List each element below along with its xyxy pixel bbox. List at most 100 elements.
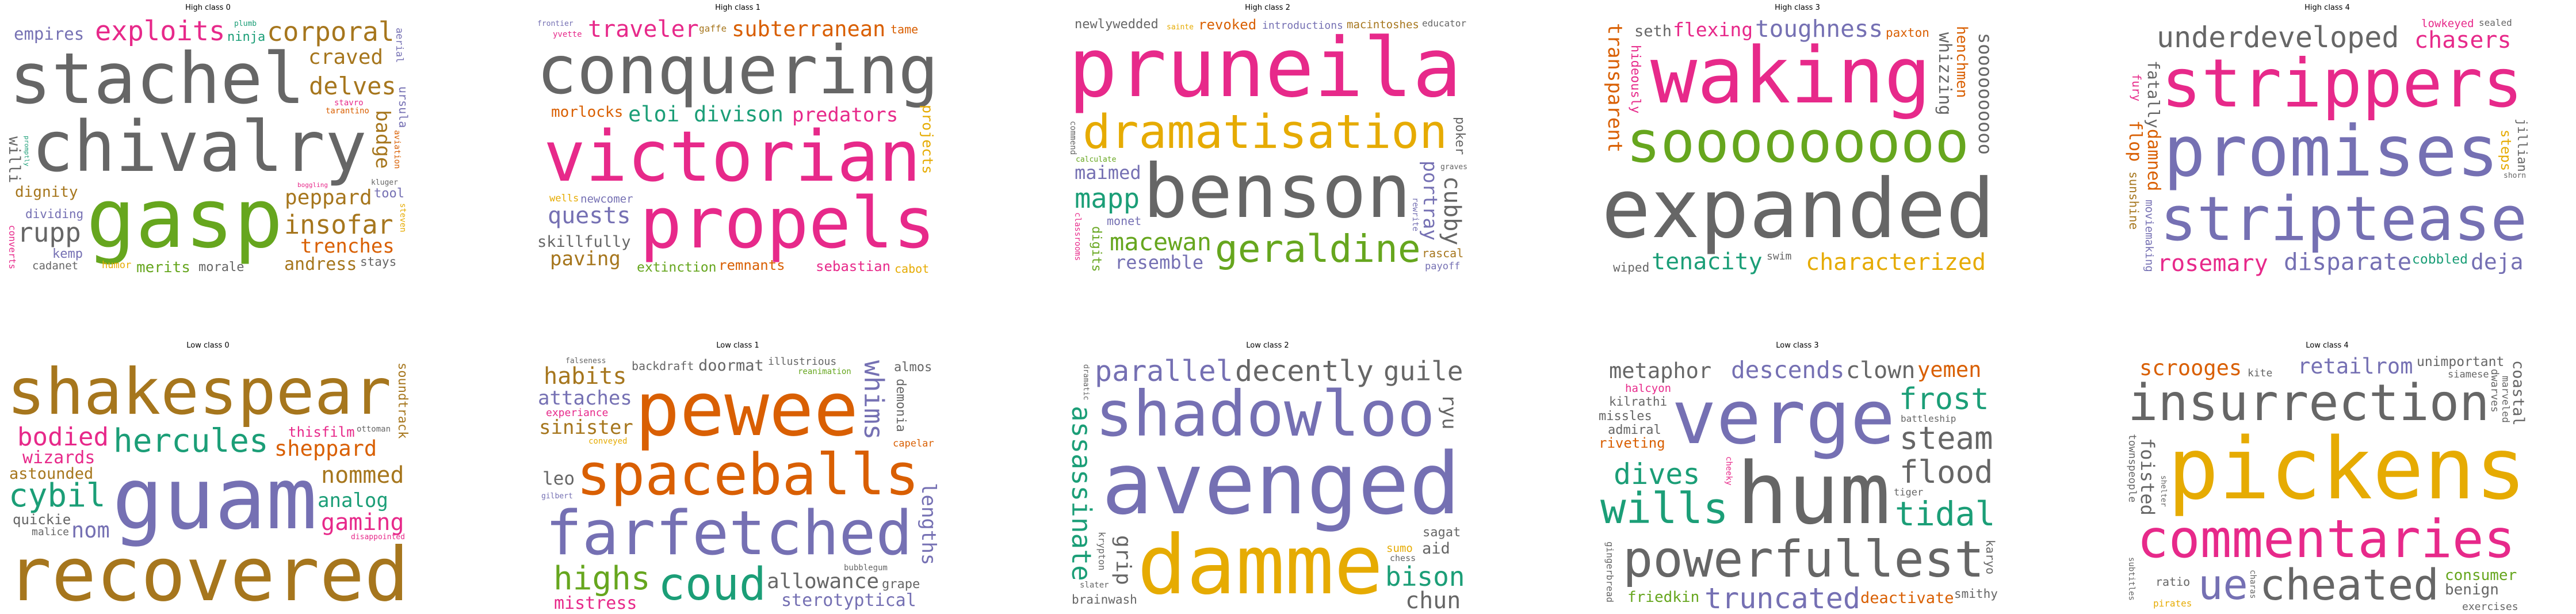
wordcloud-panel: Low class 3 hum powerfullest verge wills floo… [1595, 341, 2000, 614]
word-paving: paving [550, 247, 621, 271]
word-sunshine: sunshine [2126, 171, 2141, 230]
word-friedkin: friedkin [1627, 588, 1700, 606]
word-disparate: disparate [2284, 247, 2412, 276]
word-kilrathi: kilrathi [1609, 394, 1668, 409]
word-promises: promises [2164, 110, 2499, 192]
word-trenches: trenches [300, 235, 395, 258]
word-portray: portray [1419, 161, 1442, 241]
word-cubby: cubby [1439, 176, 1465, 246]
panel-title: Low class 0 [186, 341, 230, 350]
wordcloud: victorian conquering propels traveler quests… [536, 17, 940, 276]
panel-title: Low class 4 [2306, 341, 2349, 350]
word-insofar: insofar [284, 209, 393, 240]
word-kluger: kluger [371, 178, 398, 188]
word-flood: flood [1899, 454, 1993, 491]
word-transparent: transparent [1603, 23, 1627, 153]
word-aid: aid [1422, 539, 1450, 558]
word-wills: wills [1600, 484, 1729, 534]
word-extinction: extinction [637, 260, 717, 275]
wordcloud-panel: High class 2 dramatisation pruneila benson g… [1065, 3, 1470, 276]
word-foisted: foisted [2137, 438, 2159, 516]
word-sterotyptical: sterotyptical [781, 590, 916, 611]
word-powerfullest: powerfullest [1623, 529, 1985, 589]
word-shadowloo: shadowloo [1095, 377, 1435, 451]
wordcloud: pickens commentaries insurrection cheated re… [2125, 355, 2529, 614]
word-habits: habits [544, 363, 627, 390]
word-resemble: resemble [1115, 251, 1204, 274]
word-promptly: promptly [23, 136, 31, 166]
word-skillfully: skillfully [537, 232, 631, 251]
word-leo: leo [542, 468, 575, 490]
word-henchmen: henchmen [1952, 26, 1970, 98]
word-eloi: eloi [628, 102, 680, 127]
word-halcyon: halcyon [1625, 382, 1672, 395]
word-lowkeyed: lowkeyed [2421, 17, 2474, 30]
word-andress: andress [284, 254, 357, 274]
word-steven: steven [398, 203, 408, 232]
word-pickens: pickens [2168, 419, 2527, 518]
word-disappointed: disappointed [351, 533, 405, 542]
word-verge: verge [1672, 374, 1895, 461]
word-deja: deja [2471, 249, 2524, 275]
word-ninja: ninja [227, 29, 266, 44]
word-cybil: cybil [9, 477, 106, 515]
word-grape: grape [882, 577, 920, 592]
word-willi: willi [6, 136, 23, 184]
wordcloud-panel: Low class 0 guam shakespear recovered hercul… [6, 341, 410, 614]
word-reanimation: reanimation [798, 367, 851, 377]
word-coastal: coastal [2509, 360, 2527, 426]
word-dignity: dignity [15, 183, 78, 201]
word-scrooges: scrooges [2139, 356, 2242, 381]
word-almos: almos [894, 360, 932, 375]
word-rewrite: rewrite [1411, 197, 1420, 232]
word-commentaries: commentaries [2137, 509, 2516, 570]
word-swim: swim [1767, 250, 1792, 263]
word-maimed: maimed [1075, 162, 1141, 184]
word-morale: morale [198, 260, 244, 274]
word-bubblegum: bubblegum [844, 563, 888, 573]
word-cheated: cheated [2260, 560, 2439, 611]
panel-title: High class 4 [2304, 3, 2350, 12]
word-nom: nom [71, 518, 110, 543]
word-coud: coud [658, 559, 766, 611]
word-ryu: ryu [1438, 394, 1461, 430]
word-malice: malice [32, 526, 70, 539]
word-sealed: sealed [2479, 17, 2512, 29]
word-descends: descends [1731, 356, 1845, 384]
word-commend: commend [1068, 121, 1078, 155]
word-tool: tool [374, 186, 404, 201]
word-underdeveloped: underdeveloped [2157, 20, 2399, 54]
word-illustrious: illustrious [768, 356, 837, 368]
word-whims: whims [858, 360, 889, 440]
word-traveler: traveler [588, 17, 699, 43]
word-rascal: rascal [1422, 246, 1464, 260]
wordcloud: dramatisation pruneila benson geraldine mace… [1065, 17, 1470, 276]
word-macintoshes: macintoshes [1347, 18, 1419, 32]
word-parallel: parallel [1095, 355, 1233, 388]
word-jillian: jillian [2514, 119, 2529, 172]
word-tarantino: tarantino [326, 106, 369, 116]
word-divison: divison [694, 102, 783, 127]
word-wiped: wiped [1613, 260, 1650, 274]
word-attaches: attaches [538, 387, 632, 410]
word-dwarves: dwarves [2489, 369, 2501, 413]
word-quickie: quickie [13, 511, 71, 528]
word-damned: damned [2143, 129, 2164, 192]
word-tenacity: tenacity [1652, 249, 1763, 275]
word-pewee: pewee [635, 366, 859, 453]
word-introductions: introductions [1262, 20, 1343, 32]
word-craved: craved [308, 45, 384, 70]
word-quests: quests [548, 203, 631, 229]
word-aviation: aviation [392, 130, 402, 169]
word-guile: guile [1383, 355, 1463, 387]
word-benson: benson [1143, 148, 1411, 235]
word-sinister: sinister [539, 416, 633, 440]
word-soooooooooo: soooooooooo [1974, 33, 1997, 155]
word-characterized: characterized [1806, 249, 1986, 276]
word-toughness: toughness [1755, 17, 1883, 43]
word-avenged: avenged [1102, 434, 1461, 533]
word-ratio: ratio [2155, 575, 2191, 589]
word-assassinate: assassinate [1065, 406, 1097, 581]
word-subterranean: subterranean [732, 17, 886, 42]
panel-title: High class 2 [1245, 3, 1290, 12]
